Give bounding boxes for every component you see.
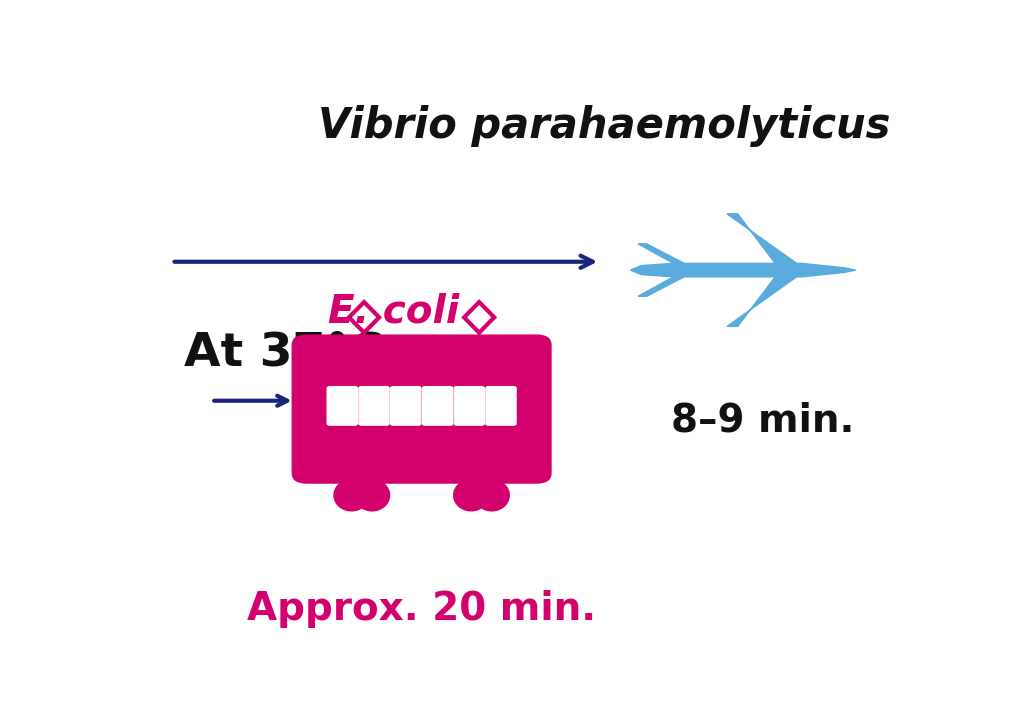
Text: E. coli: E. coli [329,293,460,331]
FancyBboxPatch shape [292,335,551,483]
Polygon shape [631,264,855,277]
Polygon shape [638,277,684,296]
Text: Vibrio parahaemolyticus: Vibrio parahaemolyticus [318,105,890,147]
Polygon shape [727,277,797,326]
Text: Approx. 20 min.: Approx. 20 min. [247,590,596,628]
FancyBboxPatch shape [391,387,421,425]
Ellipse shape [334,479,369,511]
FancyBboxPatch shape [359,387,389,425]
Polygon shape [727,214,797,264]
Text: 8–9 min.: 8–9 min. [671,401,855,439]
Text: At 37°C: At 37°C [183,331,383,376]
Polygon shape [638,244,684,264]
Ellipse shape [454,479,488,511]
Ellipse shape [474,479,509,511]
FancyBboxPatch shape [423,387,453,425]
FancyBboxPatch shape [486,387,516,425]
FancyBboxPatch shape [455,387,484,425]
Ellipse shape [354,479,389,511]
FancyBboxPatch shape [328,387,357,425]
